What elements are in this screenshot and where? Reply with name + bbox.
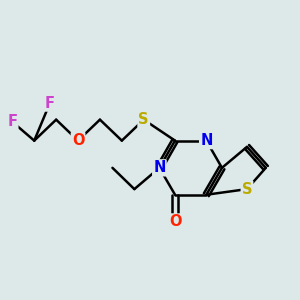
Text: S: S [242, 182, 252, 196]
Text: N: N [200, 133, 212, 148]
Text: F: F [7, 114, 17, 129]
Text: O: O [72, 133, 84, 148]
Text: F: F [45, 96, 55, 111]
Text: N: N [153, 160, 166, 175]
Text: O: O [169, 214, 181, 230]
Text: S: S [139, 112, 149, 127]
